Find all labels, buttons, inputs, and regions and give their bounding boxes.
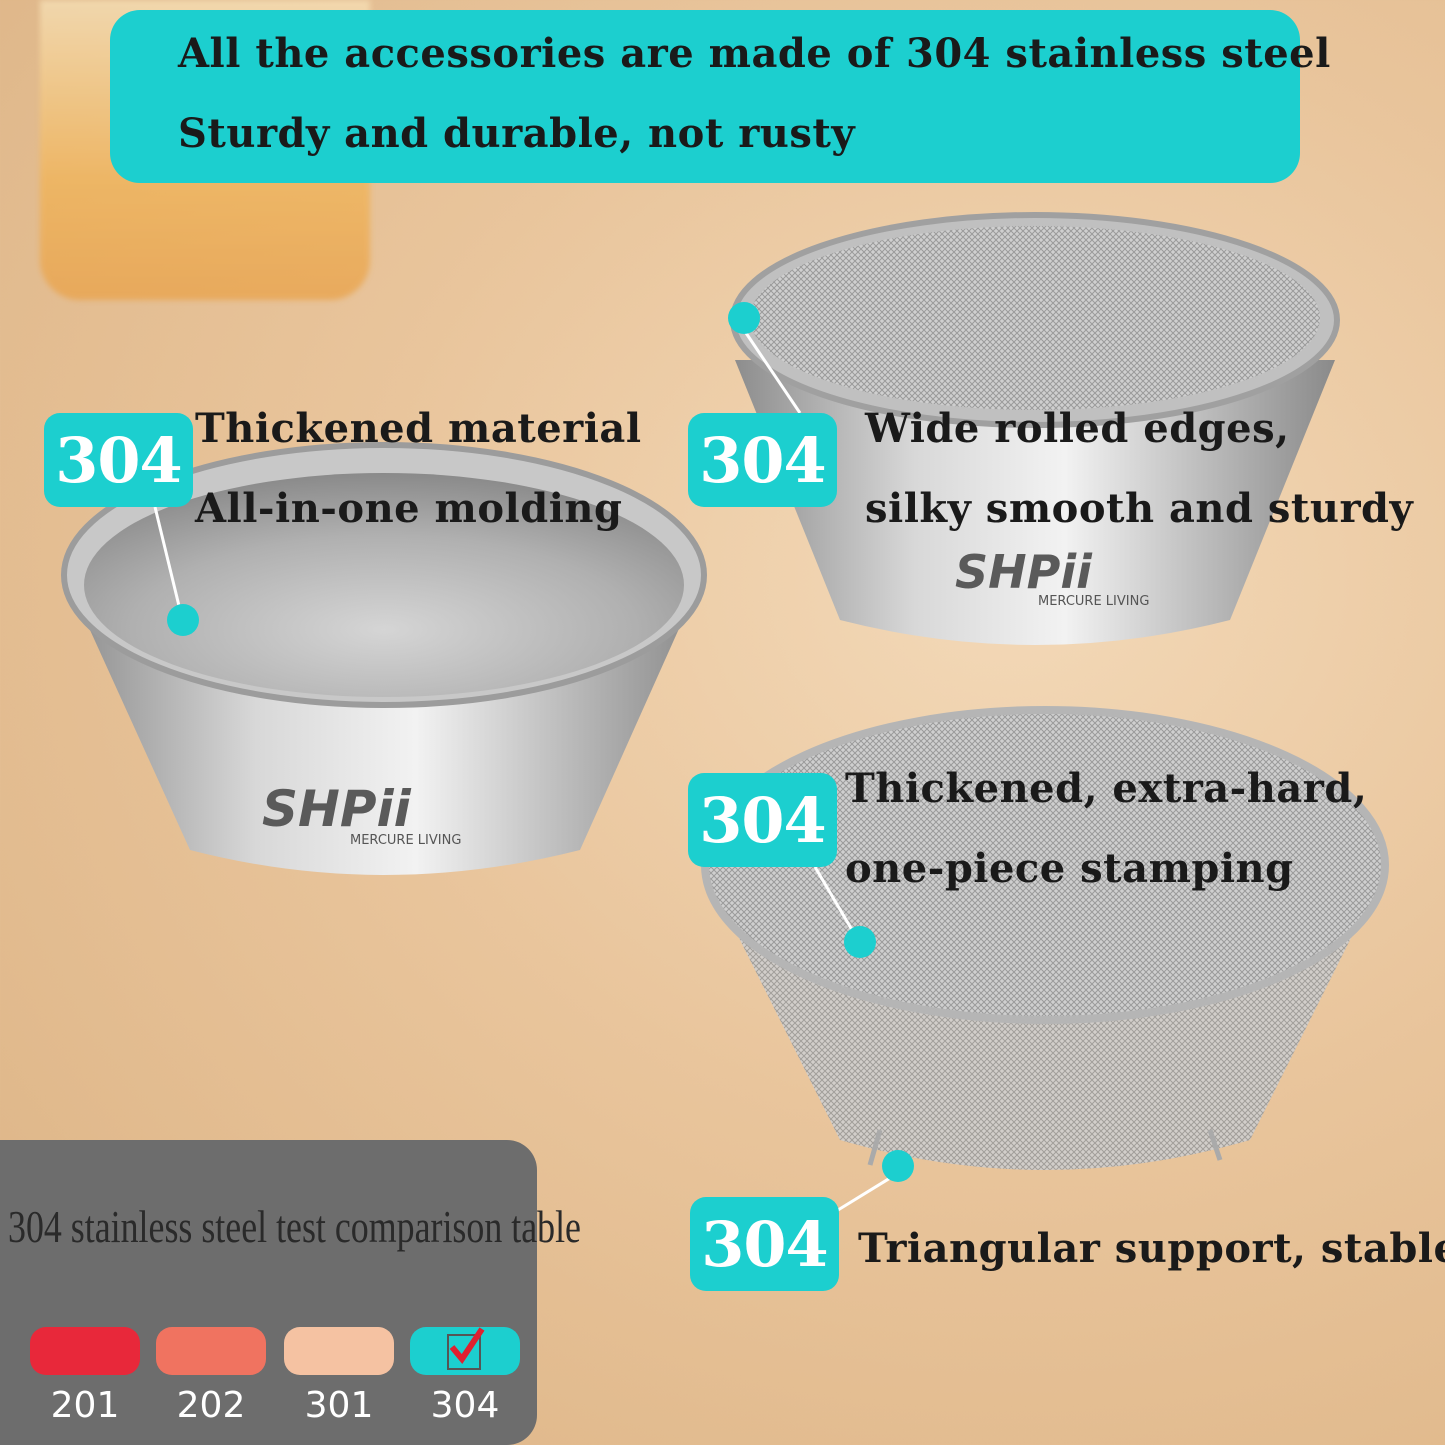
callout-text: silky smooth and sturdy xyxy=(865,485,1414,532)
swatch-301 xyxy=(284,1327,394,1375)
grade-label: 201 xyxy=(50,1385,120,1426)
callout-dot xyxy=(728,302,760,334)
callout-dot xyxy=(167,604,199,636)
callout-text: Triangular support, stable xyxy=(858,1225,1445,1272)
grade-label: 202 xyxy=(176,1385,246,1426)
swatch-202 xyxy=(156,1327,266,1375)
callout-text: Thickened, extra-hard, xyxy=(845,765,1368,812)
callout-text: All-in-one molding xyxy=(195,485,623,532)
solid-bowl xyxy=(61,442,707,875)
callout-text: Thickened material xyxy=(195,405,642,452)
callout-text: one-piece stamping xyxy=(845,845,1294,892)
brand-logo: SHPii xyxy=(262,780,411,838)
headline-line-2: Sturdy and durable, not rusty xyxy=(178,110,856,157)
headline-banner xyxy=(110,10,1300,183)
checkmark-icon xyxy=(447,1327,485,1370)
grade-badge: 304 xyxy=(688,773,837,867)
grade-badge: 304 xyxy=(690,1197,839,1291)
callout-text: Wide rolled edges, xyxy=(865,405,1290,452)
grade-badge: 304 xyxy=(688,413,837,507)
grade-label: 301 xyxy=(304,1385,374,1426)
brand-tagline: MERCURE LIVING xyxy=(350,833,462,848)
brand-logo: SHPii xyxy=(955,545,1092,599)
swatch-304 xyxy=(410,1327,520,1375)
brand-tagline: MERCURE LIVING xyxy=(1038,594,1150,609)
swatch-201 xyxy=(30,1327,140,1375)
headline-line-1: All the accessories are made of 304 stai… xyxy=(178,30,1331,77)
callout-dot xyxy=(882,1150,914,1182)
stacked-bowl-with-strainer xyxy=(730,212,1340,645)
callout-dot xyxy=(844,926,876,958)
comparison-panel xyxy=(0,1140,537,1445)
grade-badge: 304 xyxy=(44,413,193,507)
callout-lines xyxy=(153,329,896,1212)
grade-label: 304 xyxy=(430,1385,500,1426)
comparison-title: 304 stainless steel test comparison tabl… xyxy=(8,1201,581,1252)
